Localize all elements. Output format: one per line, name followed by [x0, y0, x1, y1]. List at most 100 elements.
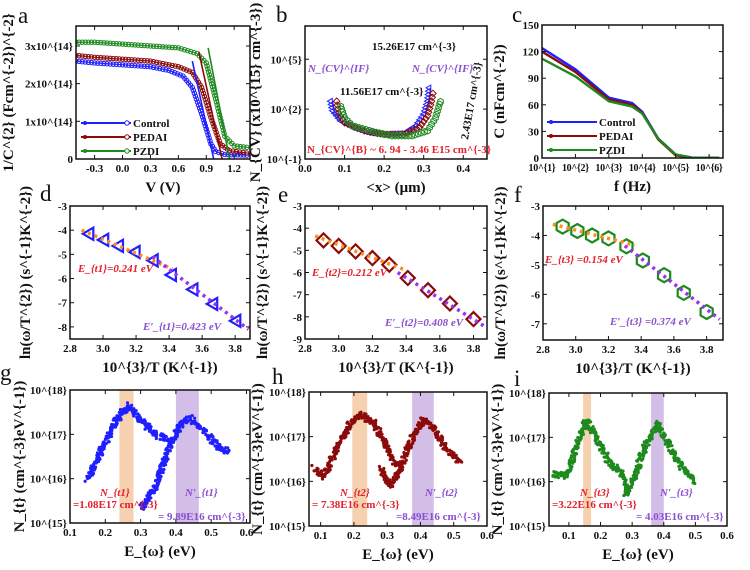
- data-point: [184, 415, 189, 419]
- data-point: [212, 148, 219, 155]
- data-point: [380, 256, 398, 274]
- x-tick-label: 10^{5}: [662, 163, 689, 174]
- data-point: [658, 422, 662, 426]
- x-axis-label: <x> (μm): [366, 180, 425, 196]
- y-tick-label: -3: [58, 201, 68, 213]
- data-point: [201, 428, 206, 432]
- data-point: [428, 89, 437, 98]
- data-point: [625, 487, 629, 491]
- highlight-band: [412, 392, 434, 526]
- data-point: [144, 43, 151, 49]
- data-point: [150, 64, 157, 71]
- data-point: [417, 120, 426, 129]
- annotation: N′_{t3}: [659, 487, 693, 499]
- data-point: [175, 63, 182, 70]
- data-point: [153, 478, 158, 483]
- data-point: [435, 431, 439, 436]
- highlight-band: [175, 390, 199, 523]
- data-point: [89, 464, 93, 468]
- panel-letter: a: [18, 3, 28, 28]
- data-point: [326, 97, 333, 105]
- data-point: [330, 237, 348, 255]
- x-tick-label: 3.8: [700, 344, 714, 356]
- data-point: [395, 132, 402, 140]
- data-point: [160, 66, 166, 72]
- data-point: [76, 58, 82, 65]
- panel-letter: g: [0, 360, 12, 385]
- data-point: [464, 310, 483, 328]
- data-point: [153, 65, 160, 71]
- data-point: [147, 429, 152, 433]
- data-point: [129, 62, 135, 69]
- plot-area: [83, 390, 231, 523]
- data-point: [573, 444, 577, 448]
- data-point: [178, 65, 184, 71]
- data-point: [426, 100, 435, 109]
- data-point: [203, 60, 209, 66]
- y-tick-label: -6: [531, 289, 541, 301]
- x-tick-label: 0.2: [98, 527, 112, 539]
- data-point: [195, 102, 202, 108]
- data-point: [677, 464, 681, 468]
- data-point: [437, 438, 442, 442]
- data-point: [240, 149, 246, 156]
- data-point: [184, 47, 191, 54]
- data-point: [591, 424, 595, 429]
- legend-item: [547, 148, 597, 152]
- data-point: [79, 39, 85, 45]
- panel-letter: i: [514, 366, 520, 391]
- data-point: [209, 84, 216, 90]
- panel-a: [75, 25, 251, 160]
- legend-marker: [549, 134, 553, 138]
- x-axis-label: E_{ω} (eV): [602, 547, 674, 563]
- plot-frame: [69, 389, 251, 524]
- data-point: [95, 451, 100, 455]
- data-point: [161, 458, 165, 462]
- data-point: [693, 481, 697, 486]
- x-tick-label: -0.3: [86, 163, 104, 175]
- data-point: [636, 471, 640, 475]
- x-tick-label: 0.5: [447, 530, 461, 542]
- data-point: [571, 449, 575, 454]
- data-point: [160, 461, 164, 465]
- x-tick-label: 0.6: [171, 163, 185, 175]
- y-axis-label: 1/C^{2} (Fcm^{-2})^{-2}: [1, 13, 17, 172]
- highlight-band: [119, 390, 134, 523]
- series-1: [377, 416, 464, 489]
- data-point: [226, 446, 230, 450]
- annotation: E_{t3} =0.154 eV: [544, 254, 624, 266]
- data-point: [87, 471, 91, 475]
- data-point: [660, 427, 664, 431]
- y-axis-label: N_{t} (cm^{-3}eV^{-1}): [12, 381, 28, 533]
- x-tick-label: 0.5: [204, 527, 218, 539]
- data-point: [398, 132, 406, 140]
- data-point: [369, 419, 374, 423]
- fit-line: [151, 255, 250, 331]
- data-point: [609, 460, 613, 464]
- data-point: [683, 471, 687, 476]
- data-point: [391, 475, 395, 480]
- x-tick-label: 10^{2}: [562, 163, 589, 174]
- x-tick-label: 0.6: [720, 530, 734, 542]
- data-point: [639, 463, 643, 467]
- data-point: [107, 61, 113, 67]
- data-point: [107, 40, 113, 46]
- data-point: [104, 441, 108, 446]
- data-point: [421, 128, 428, 136]
- data-point: [243, 150, 250, 156]
- fit-line: [207, 47, 231, 159]
- panel-h: [308, 391, 488, 527]
- data-point: [147, 58, 154, 64]
- data-point: [456, 460, 460, 464]
- x-tick-label: 3.8: [467, 343, 481, 355]
- data-point: [158, 478, 162, 482]
- data-point: [204, 296, 219, 312]
- series-pedai: [76, 52, 250, 156]
- data-point: [606, 451, 610, 455]
- data-point: [379, 129, 386, 138]
- data-point: [110, 55, 116, 62]
- data-point: [667, 442, 671, 446]
- data-point: [394, 463, 398, 467]
- y-tick-label: 1x10^{14}: [25, 116, 73, 128]
- data-point: [98, 54, 104, 61]
